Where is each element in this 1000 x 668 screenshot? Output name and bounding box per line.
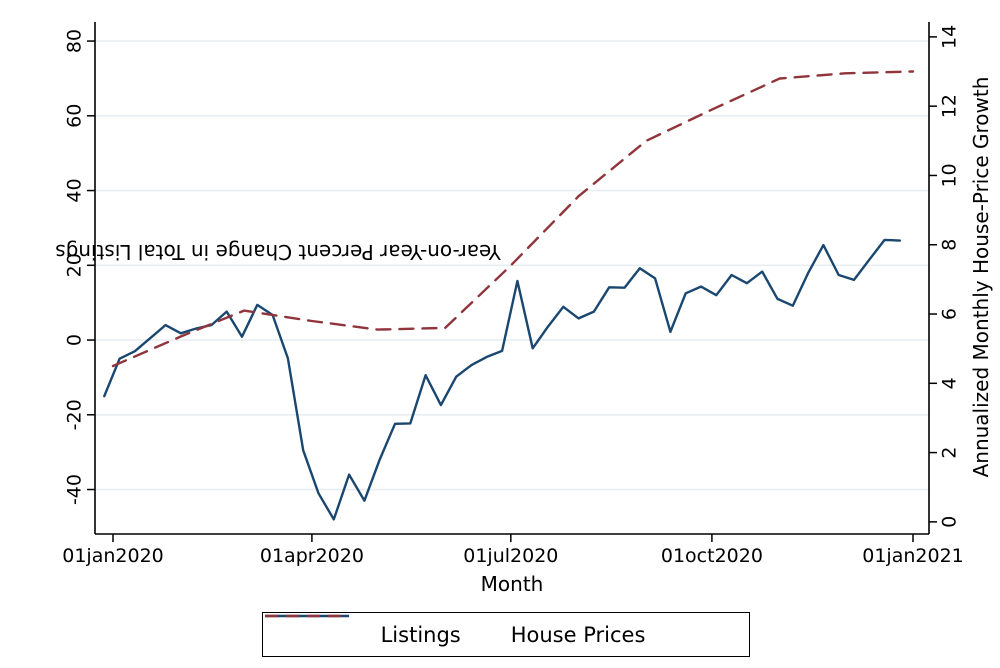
legend-label-house-prices: House Prices bbox=[510, 622, 646, 647]
house-prices-series-line bbox=[111, 70, 915, 368]
legend-label-listings: Listings bbox=[380, 622, 461, 647]
right-tick-label: 0 bbox=[939, 516, 961, 528]
legend: Listings House Prices bbox=[262, 612, 750, 657]
left-tick-label: -40 bbox=[64, 474, 86, 505]
left-tick-label: -20 bbox=[64, 399, 86, 430]
left-tick-label: 0 bbox=[64, 334, 86, 346]
listings-series-line bbox=[103, 238, 902, 521]
left-axis-title: Year-on-Year Percent Change in Total Lis… bbox=[55, 240, 501, 264]
right-axis-title: Annualized Monthly House-Price Growth bbox=[969, 76, 993, 478]
x-tick-label: 01apr2020 bbox=[260, 545, 364, 567]
right-tick-label: 6 bbox=[939, 308, 961, 320]
right-tick-label: 8 bbox=[939, 239, 961, 251]
x-tick-label: 01jan2021 bbox=[862, 545, 964, 567]
x-tick-label: 01jul2020 bbox=[463, 545, 558, 567]
right-tick-label: 14 bbox=[939, 25, 961, 49]
right-tick-label: 12 bbox=[939, 94, 961, 118]
x-tick-label: 01jan2020 bbox=[62, 545, 164, 567]
right-tick-label: 4 bbox=[939, 377, 961, 389]
x-tick-label: 01oct2020 bbox=[661, 545, 763, 567]
left-tick-label: 40 bbox=[64, 178, 86, 202]
x-axis-title: Month bbox=[480, 572, 544, 596]
left-tick-label: 60 bbox=[64, 104, 86, 128]
left-tick-label: 20 bbox=[64, 253, 86, 277]
right-tick-label: 10 bbox=[939, 163, 961, 187]
left-tick-label: 80 bbox=[64, 29, 86, 53]
right-tick-label: 2 bbox=[939, 447, 961, 459]
